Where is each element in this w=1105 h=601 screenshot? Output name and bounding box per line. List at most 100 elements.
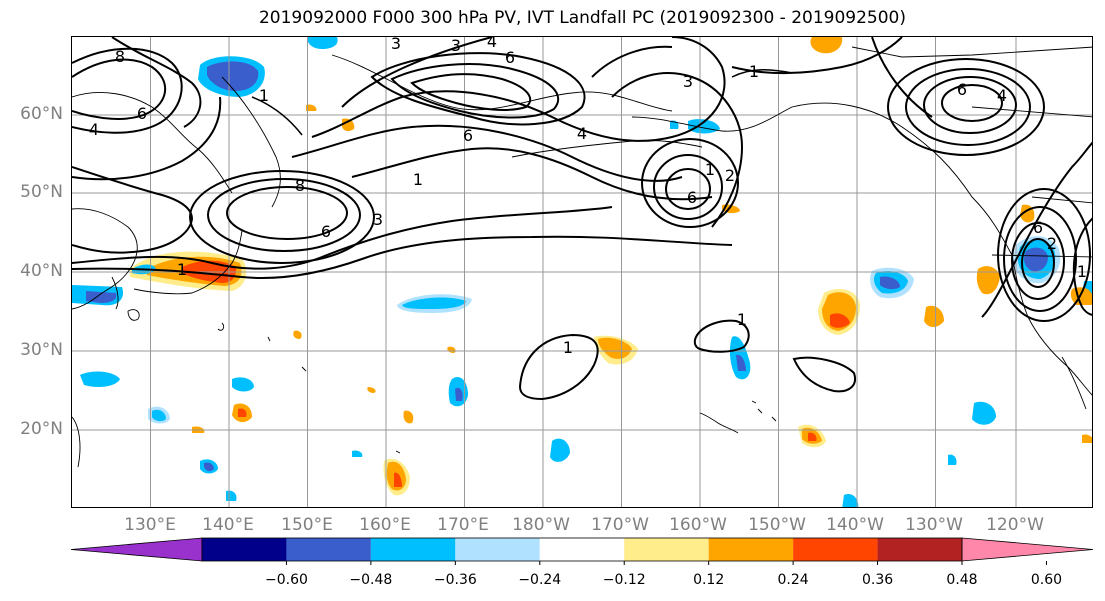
- lon-label-140e: 140°E: [202, 515, 254, 535]
- lon-label-150w: 150°W: [748, 515, 806, 535]
- shade-negative: [226, 490, 237, 501]
- colorbar-segment: [624, 538, 709, 561]
- lon-label-120w: 120°W: [986, 515, 1044, 535]
- shade-positive: [367, 387, 376, 393]
- pv-contour: [72, 206, 613, 270]
- shade-positive: [924, 305, 944, 327]
- pv-contour: [72, 235, 733, 280]
- shade-negative: [402, 297, 466, 309]
- shade-positive: [1082, 434, 1092, 443]
- lon-label-130w: 130°W: [905, 515, 963, 535]
- shade-positive: [306, 104, 317, 111]
- lat-label-60n: 60°N: [20, 104, 63, 124]
- colorbar-segment: [370, 538, 456, 561]
- shade-positive: [808, 432, 817, 441]
- coastline-baja: [1061, 356, 1087, 410]
- pv-contour: [792, 356, 856, 393]
- coastline-kamchatka: [221, 76, 281, 208]
- shade-positive: [976, 266, 1000, 295]
- contour-label: 8: [295, 176, 305, 195]
- pv-contours: [72, 37, 1092, 401]
- map-canvas[interactable]: 8 6 4 1 3 3 6 4 3 1 6 4 1 2 1 6 6 4 3 8 …: [72, 37, 1093, 508]
- shade-negative: [232, 377, 254, 392]
- shade-negative: [86, 291, 117, 303]
- contour-label: 1: [259, 86, 269, 105]
- contour-label: 6: [321, 222, 331, 241]
- colorbar-segment: [539, 538, 625, 561]
- pv-contour: [941, 84, 1003, 122]
- colorbar-segment: [708, 538, 794, 561]
- colorbar-extend-max: [961, 537, 1094, 562]
- plot-title: 2019092000 F000 300 hPa PV, IVT Landfall…: [258, 8, 906, 28]
- contour-label: 1: [177, 260, 187, 279]
- colorbar-segment: [793, 538, 878, 561]
- coastline-hawaii: [699, 412, 739, 434]
- pv-contour: [731, 37, 903, 75]
- lat-label-40n: 40°N: [20, 261, 63, 281]
- contour-label: 6: [687, 188, 697, 207]
- pv-contour: [207, 178, 361, 252]
- pv-contour: [311, 37, 726, 142]
- colorbar-tick-label: −0.36: [433, 572, 477, 588]
- shade-positive: [342, 118, 355, 132]
- colorbar-tick-label: 0.12: [693, 572, 725, 588]
- pv-contour: [291, 124, 683, 182]
- contour-label: 8: [115, 47, 125, 66]
- colorbar-tick-label: 0.24: [777, 572, 809, 588]
- shade-negative: [352, 450, 363, 457]
- pv-contour: [1011, 222, 1065, 300]
- contour-label: 6: [137, 104, 147, 123]
- coastline-aleutians: [511, 140, 703, 158]
- lon-label-150e: 150°E: [281, 515, 333, 535]
- colorbar-tick-label: −0.60: [264, 572, 308, 588]
- pv-contour: [981, 141, 1092, 318]
- pv-contour: [611, 72, 744, 228]
- colorbar-segments: [70, 537, 1094, 565]
- pv-contour: [111, 37, 202, 128]
- shade-negative: [972, 401, 996, 425]
- colorbar-tick-label: 0.36: [861, 572, 894, 588]
- shade-positive: [830, 313, 850, 328]
- shade-negative: [80, 371, 120, 387]
- pv-contour: [641, 138, 739, 228]
- shade-negative: [948, 454, 957, 465]
- lat-label-50n: 50°N: [20, 182, 63, 202]
- pv-contour: [1021, 238, 1055, 288]
- contour-label: 2: [725, 166, 735, 185]
- pv-contour: [923, 76, 1017, 134]
- shade-negative: [550, 438, 570, 462]
- pv-contour: [351, 147, 713, 201]
- pv-contour: [653, 154, 723, 220]
- contour-label: 3: [451, 37, 461, 55]
- lon-label-130e: 130°E: [124, 515, 176, 535]
- contour-label: 3: [391, 37, 401, 53]
- shade-negative: [207, 61, 259, 91]
- graticule: [72, 37, 1092, 507]
- pv-contour: [410, 73, 532, 111]
- contour-label: 4: [487, 37, 497, 51]
- colorbar-tick-label: 0.48: [946, 572, 978, 588]
- map-panel[interactable]: 8 6 4 1 3 3 6 4 3 1 6 4 1 2 1 6 6 4 3 8 …: [71, 36, 1093, 508]
- coastline-bering: [331, 54, 673, 112]
- contour-label-layer: 8 6 4 1 3 3 6 4 3 1 6 4 1 2 1 6 6 4 3 8 …: [89, 37, 1087, 357]
- lon-label-160e: 160°E: [359, 515, 411, 535]
- pv-contour: [390, 63, 560, 119]
- shade-negative: [152, 409, 166, 422]
- shade-positive: [403, 410, 414, 424]
- lat-label-30n: 30°N: [20, 340, 63, 360]
- pv-contour: [341, 37, 493, 108]
- lon-label-140w: 140°W: [826, 515, 884, 535]
- contour-label: 6: [957, 80, 967, 99]
- pv-contour: [871, 37, 933, 118]
- coastline-korea: [111, 276, 119, 310]
- contour-label: 6: [1033, 218, 1043, 237]
- contour-label: 6: [463, 126, 473, 145]
- contour-label: 2: [1047, 234, 1057, 253]
- colorbar-outline: [201, 537, 963, 562]
- shade-positive: [598, 337, 632, 359]
- coastline-japan: [133, 230, 243, 295]
- coastline-borders: [1031, 196, 1092, 204]
- coastline-siberia: [72, 92, 233, 194]
- colorbar-segment: [202, 538, 287, 561]
- pv-contour: [1003, 206, 1077, 312]
